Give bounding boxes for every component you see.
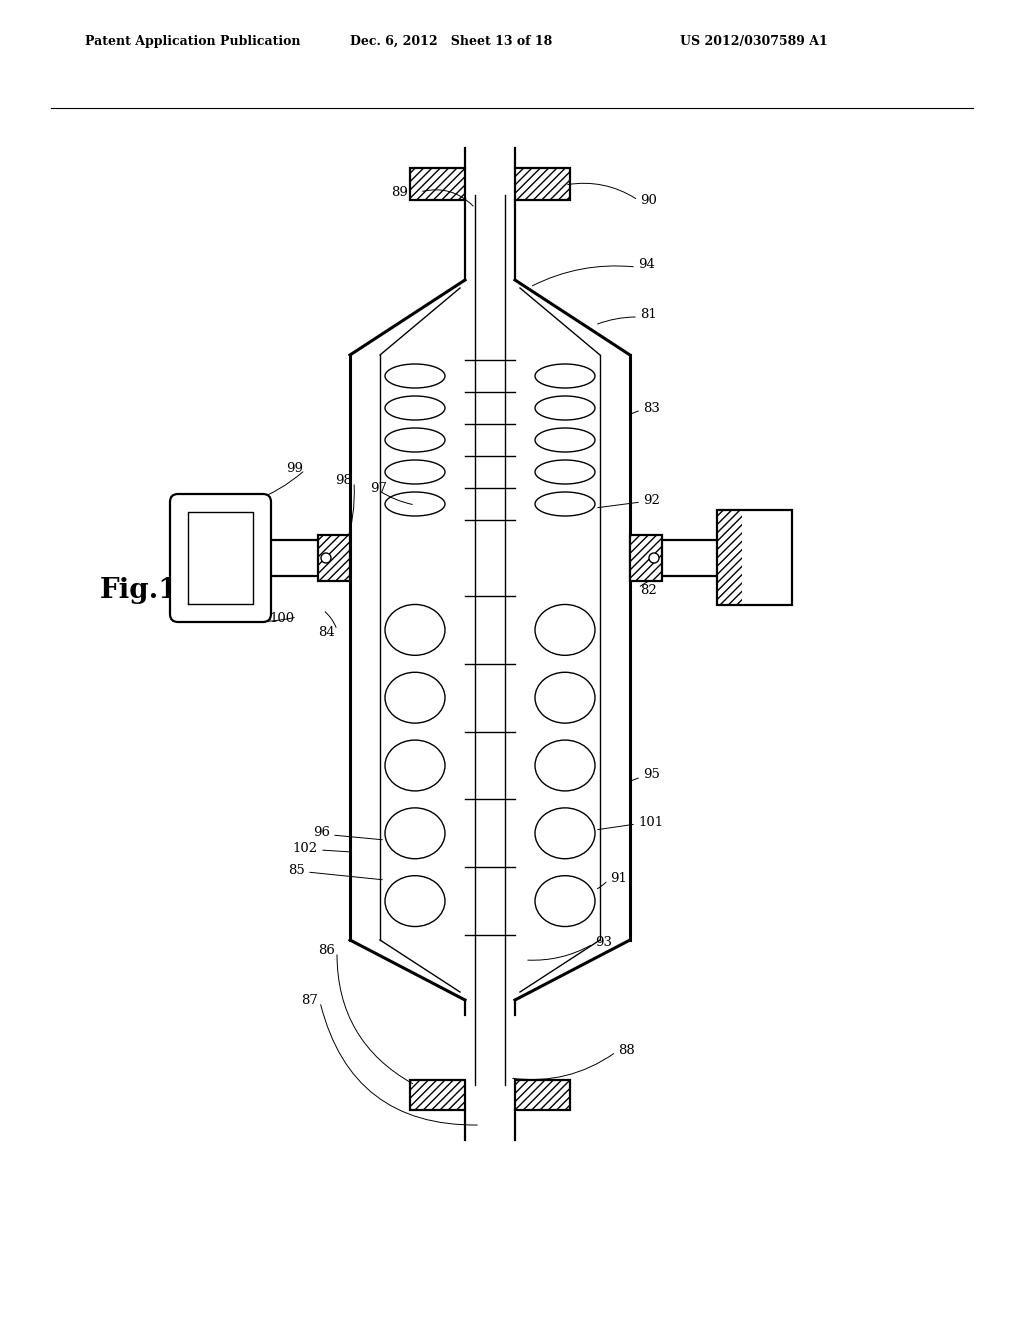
Text: 87: 87 xyxy=(301,994,318,1006)
Bar xyxy=(410,1080,465,1110)
Ellipse shape xyxy=(535,364,595,388)
Bar xyxy=(717,510,742,605)
Text: Fig.14: Fig.14 xyxy=(100,577,198,603)
Text: 90: 90 xyxy=(640,194,656,206)
Ellipse shape xyxy=(385,605,445,655)
Bar xyxy=(410,168,465,201)
Text: 88: 88 xyxy=(618,1044,635,1056)
Bar xyxy=(515,168,570,201)
Bar xyxy=(717,510,792,605)
Text: 95: 95 xyxy=(643,768,659,781)
Ellipse shape xyxy=(535,459,595,484)
Bar xyxy=(630,535,662,581)
Ellipse shape xyxy=(385,492,445,516)
Ellipse shape xyxy=(535,492,595,516)
Text: 94: 94 xyxy=(638,259,655,272)
Text: 89: 89 xyxy=(391,186,408,198)
Ellipse shape xyxy=(385,364,445,388)
Circle shape xyxy=(649,553,659,564)
Ellipse shape xyxy=(385,875,445,927)
Text: 84: 84 xyxy=(318,626,335,639)
Text: 92: 92 xyxy=(643,494,659,507)
Ellipse shape xyxy=(385,459,445,484)
Bar xyxy=(630,535,662,581)
Text: 98: 98 xyxy=(335,474,352,487)
Text: 93: 93 xyxy=(595,936,612,949)
Ellipse shape xyxy=(385,741,445,791)
Text: 100: 100 xyxy=(270,611,295,624)
Bar xyxy=(410,1080,465,1110)
Ellipse shape xyxy=(535,875,595,927)
Ellipse shape xyxy=(385,428,445,451)
Text: 96: 96 xyxy=(313,826,330,840)
Ellipse shape xyxy=(535,808,595,859)
Ellipse shape xyxy=(385,808,445,859)
Text: 91: 91 xyxy=(610,871,627,884)
Ellipse shape xyxy=(535,672,595,723)
Bar xyxy=(515,1080,570,1110)
Text: 102: 102 xyxy=(293,842,318,854)
Ellipse shape xyxy=(385,396,445,420)
Bar xyxy=(410,168,465,201)
Bar xyxy=(515,1080,570,1110)
Bar xyxy=(515,168,570,201)
Text: 83: 83 xyxy=(643,401,659,414)
Ellipse shape xyxy=(535,428,595,451)
Circle shape xyxy=(321,553,331,564)
Text: US 2012/0307589 A1: US 2012/0307589 A1 xyxy=(680,36,827,48)
Text: 82: 82 xyxy=(640,583,656,597)
Bar xyxy=(318,535,350,581)
Text: 99: 99 xyxy=(286,462,303,474)
Text: Dec. 6, 2012   Sheet 13 of 18: Dec. 6, 2012 Sheet 13 of 18 xyxy=(350,36,552,48)
FancyBboxPatch shape xyxy=(170,494,271,622)
Ellipse shape xyxy=(385,672,445,723)
Ellipse shape xyxy=(535,605,595,655)
Text: 86: 86 xyxy=(318,944,335,957)
Ellipse shape xyxy=(535,741,595,791)
Text: Patent Application Publication: Patent Application Publication xyxy=(85,36,300,48)
Text: 101: 101 xyxy=(638,816,664,829)
Ellipse shape xyxy=(535,396,595,420)
Text: 85: 85 xyxy=(288,863,305,876)
Text: 81: 81 xyxy=(640,309,656,322)
Text: 97: 97 xyxy=(370,482,387,495)
Bar xyxy=(318,535,350,581)
